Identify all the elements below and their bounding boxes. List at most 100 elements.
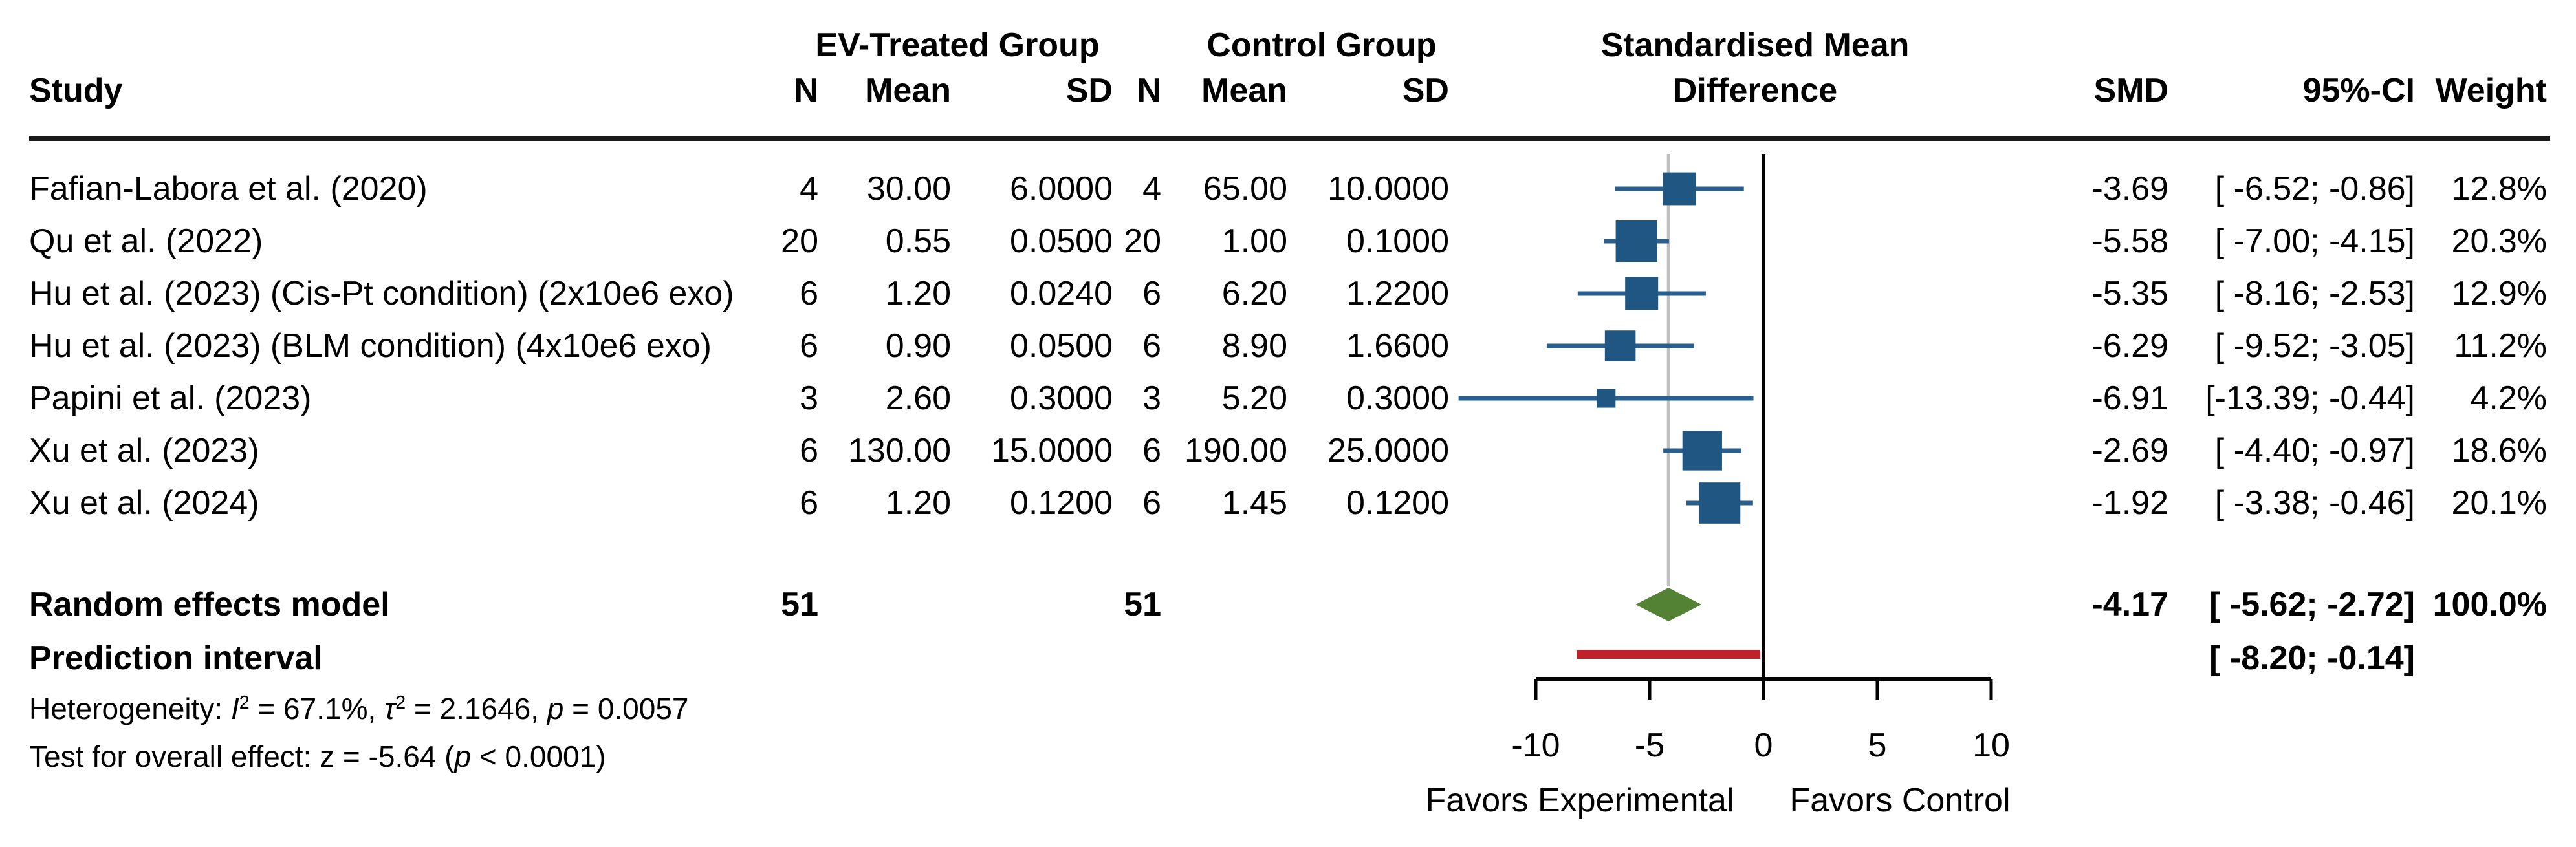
summary-weight: 100.0% xyxy=(2432,586,2547,623)
cell-smd: -5.58 xyxy=(2091,222,2168,260)
summary-ci: [ -5.62; -2.72] xyxy=(2209,586,2415,623)
sd2-column-header: SD xyxy=(1402,72,1449,109)
cell-smd: -2.69 xyxy=(2091,432,2168,469)
smd-column-header: SMD xyxy=(2093,72,2168,109)
cell-n2: 6 xyxy=(1142,484,1161,522)
cell-sd2: 1.6600 xyxy=(1346,327,1449,365)
x-axis-tick-label: -10 xyxy=(1511,727,1560,764)
footnote-segment: 2 xyxy=(395,692,406,714)
effect-square xyxy=(1597,389,1616,408)
study-name: Qu et al. (2022) xyxy=(29,222,263,260)
cell-weight: 11.2% xyxy=(2454,327,2547,365)
cell-n2: 4 xyxy=(1142,170,1161,208)
cell-mean2: 8.90 xyxy=(1221,327,1287,365)
cell-sd1: 0.0500 xyxy=(1009,327,1113,365)
cell-sd1: 0.3000 xyxy=(1009,380,1113,417)
ci-column-header: 95%-CI xyxy=(2302,72,2415,109)
heterogeneity-note: Heterogeneity: I2 = 67.1%, τ2 = 2.1646, … xyxy=(29,694,689,724)
cell-sd2: 25.0000 xyxy=(1327,432,1449,469)
summary-smd: -4.17 xyxy=(2091,586,2168,623)
footnote-segment: I xyxy=(230,692,239,725)
mean1-column-header: Mean xyxy=(865,72,951,109)
cell-weight: 18.6% xyxy=(2451,432,2547,469)
x-axis-tick-label: -5 xyxy=(1635,727,1665,764)
cell-mean2: 6.20 xyxy=(1221,275,1287,312)
cell-mean1: 0.55 xyxy=(885,222,951,260)
cell-weight: 12.8% xyxy=(2451,170,2547,208)
cell-ci: [ -8.16; -2.53] xyxy=(2214,275,2415,312)
study-name: Papini et al. (2023) xyxy=(29,380,312,417)
cell-mean2: 190.00 xyxy=(1184,432,1287,469)
cell-n1: 6 xyxy=(800,327,818,365)
x-axis-tick-label: 5 xyxy=(1868,727,1887,764)
cell-smd: -6.29 xyxy=(2091,327,2168,365)
footnote-segment: Test for overall effect: z = -5.64 ( xyxy=(29,740,455,773)
study-column-header: Study xyxy=(29,72,123,109)
overall-effect-note: Test for overall effect: z = -5.64 (p < … xyxy=(29,742,606,771)
cell-smd: -5.35 xyxy=(2091,275,2168,312)
cell-weight: 20.1% xyxy=(2451,484,2547,522)
summary-n2: 51 xyxy=(1124,586,1161,623)
summary-label: Random effects model xyxy=(29,586,390,623)
footnote-segment: = 2.1646, xyxy=(406,692,547,725)
cell-n1: 6 xyxy=(800,275,818,312)
footnote-segment: 2 xyxy=(239,692,250,714)
cell-n1: 3 xyxy=(800,380,818,417)
prediction-ci: [ -8.20; -0.14] xyxy=(2209,639,2415,677)
header-divider xyxy=(29,136,2550,141)
cell-mean1: 30.00 xyxy=(866,170,951,208)
effect-square xyxy=(1604,330,1636,361)
cell-sd1: 0.0240 xyxy=(1009,275,1113,312)
sd1-column-header: SD xyxy=(1065,72,1113,109)
smd-header-line2: Difference xyxy=(1672,72,1838,109)
effect-square xyxy=(1663,172,1696,206)
cell-mean2: 65.00 xyxy=(1203,170,1287,208)
cell-mean1: 130.00 xyxy=(847,432,951,469)
prediction-label: Prediction interval xyxy=(29,639,323,677)
footnote-segment: < 0.0001) xyxy=(471,740,606,773)
cell-smd: -3.69 xyxy=(2091,170,2168,208)
cell-n1: 6 xyxy=(800,432,818,469)
cell-mean1: 0.90 xyxy=(885,327,951,365)
cell-ci: [ -9.52; -3.05] xyxy=(2214,327,2415,365)
cell-weight: 20.3% xyxy=(2451,222,2547,260)
x-axis-tick-label: 0 xyxy=(1754,727,1773,764)
study-name: Fafian-Labora et al. (2020) xyxy=(29,170,428,208)
summary-n1: 51 xyxy=(781,586,818,623)
x-axis-tick-label: 10 xyxy=(1972,727,2010,764)
cell-weight: 4.2% xyxy=(2470,380,2547,417)
cell-ci: [ -3.38; -0.46] xyxy=(2214,484,2415,522)
cell-weight: 12.9% xyxy=(2451,275,2547,312)
cell-n1: 6 xyxy=(800,484,818,522)
cell-sd2: 0.1000 xyxy=(1346,222,1449,260)
weight-column-header: Weight xyxy=(2435,72,2547,109)
effect-square xyxy=(1682,431,1722,471)
cell-n1: 4 xyxy=(800,170,818,208)
study-name: Hu et al. (2023) (BLM condition) (4x10e6… xyxy=(29,327,712,365)
cell-sd1: 6.0000 xyxy=(1009,170,1113,208)
effect-square xyxy=(1615,220,1657,262)
cell-ci: [ -7.00; -4.15] xyxy=(2214,222,2415,260)
cell-smd: -6.91 xyxy=(2091,380,2168,417)
cell-mean1: 1.20 xyxy=(885,484,951,522)
cell-n2: 3 xyxy=(1142,380,1161,417)
cell-n1: 20 xyxy=(781,222,818,260)
effect-square xyxy=(1625,277,1659,310)
cell-sd2: 0.1200 xyxy=(1346,484,1449,522)
cell-smd: -1.92 xyxy=(2091,484,2168,522)
cell-sd1: 0.0500 xyxy=(1009,222,1113,260)
group2-header: Control Group xyxy=(1206,27,1437,64)
footnote-segment: = 0.0057 xyxy=(563,692,689,725)
study-name: Hu et al. (2023) (Cis-Pt condition) (2x1… xyxy=(29,275,734,312)
cell-sd1: 0.1200 xyxy=(1009,484,1113,522)
smd-header-line1: Standardised Mean xyxy=(1600,27,1910,64)
n2-column-header: N xyxy=(1137,72,1161,109)
study-name: Xu et al. (2023) xyxy=(29,432,259,469)
cell-mean2: 1.45 xyxy=(1221,484,1287,522)
footnote-segment: τ xyxy=(384,692,396,725)
n1-column-header: N xyxy=(794,72,818,109)
cell-n2: 6 xyxy=(1142,432,1161,469)
cell-sd1: 15.0000 xyxy=(991,432,1113,469)
prediction-interval-bar xyxy=(1577,650,1761,659)
